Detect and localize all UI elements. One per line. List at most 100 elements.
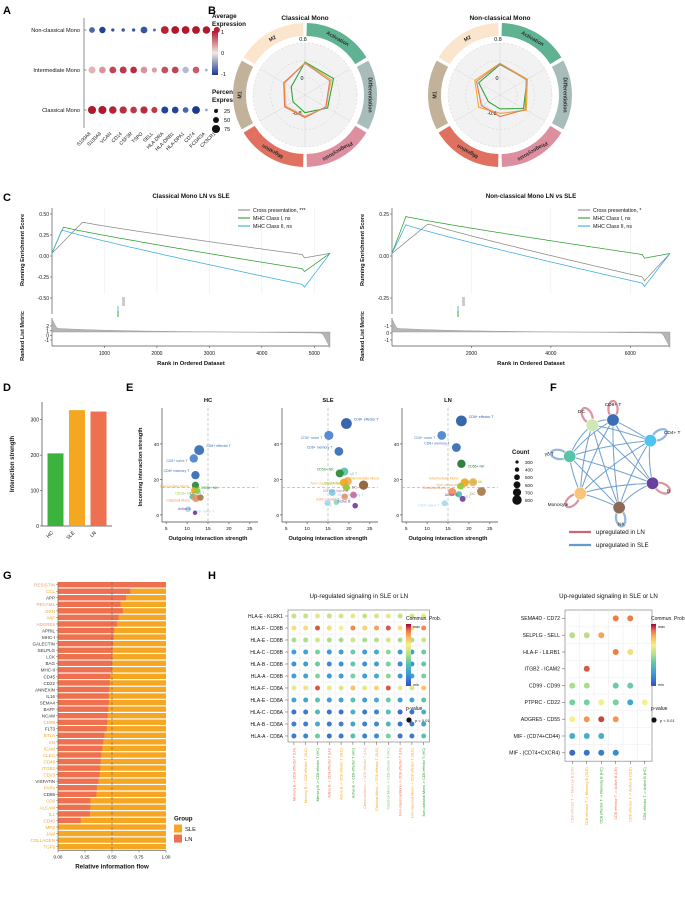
panel-h-dot bbox=[315, 685, 320, 691]
panel-h-dot bbox=[291, 697, 297, 703]
panel-c-curve bbox=[51, 222, 331, 259]
panel-h-dot bbox=[612, 716, 619, 723]
panel-g-bar-ln bbox=[58, 680, 110, 686]
panel-c-legend-label: MHC Class I, ns bbox=[593, 216, 631, 222]
panel-h-row-label: HLA-C - CD8B bbox=[250, 650, 283, 656]
panel-a-row-label: Non-classical Mono bbox=[31, 28, 80, 34]
panel-f-node-label: B bbox=[667, 488, 670, 494]
panel-a-dot bbox=[119, 106, 127, 114]
panel-f-node bbox=[612, 501, 626, 515]
panel-a-dot bbox=[109, 106, 117, 114]
panel-b-axis-label: M2 bbox=[268, 35, 277, 44]
panel-e-point-label: Intermediate Mono bbox=[429, 477, 458, 481]
panel-h-title: Up-regulated signaling in SLE or LN bbox=[309, 593, 408, 600]
panel-h-dot bbox=[338, 697, 344, 703]
panel-a-dot bbox=[140, 26, 148, 34]
panel-c-ytick: -0.50 bbox=[38, 296, 50, 302]
panel-h-dot bbox=[385, 685, 391, 691]
panel-e-point-label: Active B bbox=[178, 507, 192, 511]
panel-e-point bbox=[328, 489, 336, 496]
panel-g-pathway-label: TGFb bbox=[43, 845, 55, 850]
panel-g-bar-sle bbox=[58, 798, 166, 804]
panel-a-dot bbox=[181, 26, 190, 34]
panel-a-dot bbox=[160, 26, 169, 34]
panel-a-dot bbox=[88, 66, 96, 74]
panel-e-point-label: CD4+ naive T bbox=[418, 504, 440, 508]
panel-b-axis-label: M2 bbox=[463, 35, 472, 44]
panel-a-dot bbox=[151, 67, 157, 73]
panel-h-dot bbox=[583, 749, 590, 756]
panel-c-gsea-nonclassical: Non-classical Mono LN vs SLE 0.25 0.00 -0.2… bbox=[350, 186, 680, 370]
panel-g-xtick: 0.25 bbox=[81, 855, 90, 860]
panel-a-size-legend-dot bbox=[214, 109, 218, 113]
panel-h-col-label: Non-classical Mono -> CD8 effector T (LN… bbox=[399, 748, 403, 816]
panel-a-size-legend-title: Percent bbox=[212, 89, 236, 96]
panel-g-bar-ln bbox=[58, 726, 107, 732]
panel-e-point-label: CD16+ NK bbox=[324, 482, 341, 486]
panel-h-dot bbox=[421, 709, 427, 715]
panel-g-pathway-label: SN bbox=[49, 740, 55, 745]
panel-b-ring-segment bbox=[551, 60, 572, 130]
panel-h-dot bbox=[374, 649, 379, 655]
panel-g-pathway-label: SELPLG bbox=[37, 648, 55, 653]
panel-f-edge bbox=[591, 425, 620, 508]
panel-g-bar-ln bbox=[58, 765, 101, 771]
panel-h-dot bbox=[374, 685, 379, 691]
panel-g-bar-ln bbox=[58, 798, 91, 804]
panel-e-point-label: Treg bbox=[324, 503, 331, 507]
panel-e-xlabel: Outgoing interaction strength bbox=[289, 536, 369, 542]
panel-e-xtick: 15 bbox=[205, 526, 211, 532]
panel-e-legend-label: 400 bbox=[525, 468, 533, 473]
panel-e-point-label: CD8+ memory T bbox=[307, 445, 334, 449]
panel-b-ring-segment bbox=[438, 125, 499, 167]
panel-h-letter: H bbox=[208, 570, 216, 582]
panel-g-bar-ln bbox=[58, 660, 112, 666]
panel-a-dot bbox=[89, 27, 95, 33]
panel-b-radars: Classical Mono Activation Differentiation P… bbox=[215, 0, 685, 182]
panel-h-dot bbox=[303, 613, 309, 619]
panel-b-axis-label: Differentiation bbox=[367, 77, 373, 112]
panel-h-dot bbox=[385, 697, 391, 703]
panel-f-edge bbox=[618, 440, 651, 508]
panel-c-ylabel-bottom: Ranked List Metric bbox=[360, 311, 366, 361]
panel-f-edge bbox=[579, 419, 614, 494]
panel-c-legend-label: Cross presentation, *** bbox=[253, 208, 305, 214]
panel-h-dot bbox=[350, 697, 356, 703]
panel-h-dot bbox=[338, 625, 344, 631]
panel-c-ytick: 0.00 bbox=[379, 254, 389, 260]
panel-e-point bbox=[469, 478, 478, 487]
panel-g-pathway-label: COLLAGEN bbox=[30, 838, 55, 843]
panel-c-ranked-metric-area bbox=[51, 318, 331, 348]
panel-a-size-legend-dot bbox=[213, 117, 219, 123]
panel-h-dot bbox=[627, 699, 634, 706]
panel-a-dot bbox=[192, 66, 200, 74]
panel-f-edge bbox=[579, 440, 651, 494]
panel-h-colorbar-min: min bbox=[658, 683, 664, 687]
panel-e-point bbox=[324, 430, 334, 441]
panel-a-colorbar-tick: 1 bbox=[221, 30, 224, 36]
panel-e-ylabel: Incoming interaction strength bbox=[138, 427, 144, 507]
panel-h-row-label: PTPRC - CD22 bbox=[525, 700, 561, 706]
panel-a-size-legend-label: 25 bbox=[224, 109, 230, 115]
panel-a-dot bbox=[140, 106, 148, 114]
panel-h-dot bbox=[397, 637, 403, 643]
panel-h-dot bbox=[421, 625, 427, 631]
panel-h-col-label: Memory B -> CD8 effector T (LN) bbox=[292, 748, 296, 801]
panel-h-dot bbox=[338, 613, 344, 619]
panel-h-row-label: MIF - (CD74+CXCR4) bbox=[509, 751, 560, 757]
panel-e-legend-dot bbox=[514, 467, 520, 472]
panel-g-bar-ln bbox=[58, 614, 119, 621]
panel-f-node bbox=[643, 434, 657, 448]
panel-e-point bbox=[448, 487, 457, 496]
panel-b-tick-mid: 0 bbox=[301, 76, 304, 82]
panel-e-xtick: 10 bbox=[424, 526, 430, 532]
panel-h-legend-title: Commun. Prob. bbox=[406, 616, 441, 622]
panel-a-dot bbox=[111, 28, 115, 32]
panel-h-dot bbox=[291, 673, 297, 679]
panel-a-row-label: Intermediate Mono bbox=[33, 68, 80, 74]
panel-e-point bbox=[477, 487, 486, 496]
panel-f-edge bbox=[591, 424, 653, 484]
panel-h-dot bbox=[303, 673, 309, 679]
panel-e-legend-dot bbox=[513, 481, 521, 489]
panel-e-point-label: CD8+ memory T bbox=[424, 441, 451, 445]
